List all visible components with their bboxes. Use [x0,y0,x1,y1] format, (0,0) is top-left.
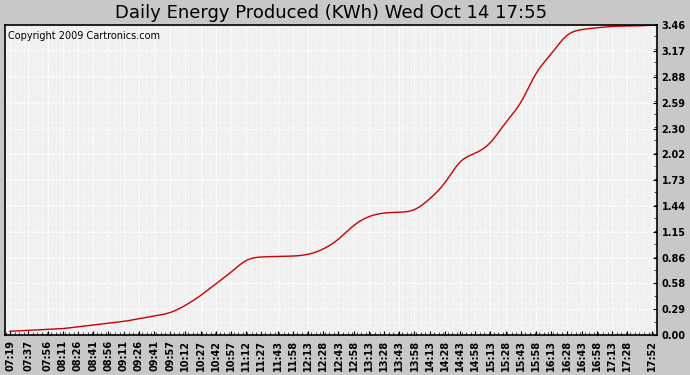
Text: Copyright 2009 Cartronics.com: Copyright 2009 Cartronics.com [8,31,160,41]
Title: Daily Energy Produced (KWh) Wed Oct 14 17:55: Daily Energy Produced (KWh) Wed Oct 14 1… [115,4,547,22]
